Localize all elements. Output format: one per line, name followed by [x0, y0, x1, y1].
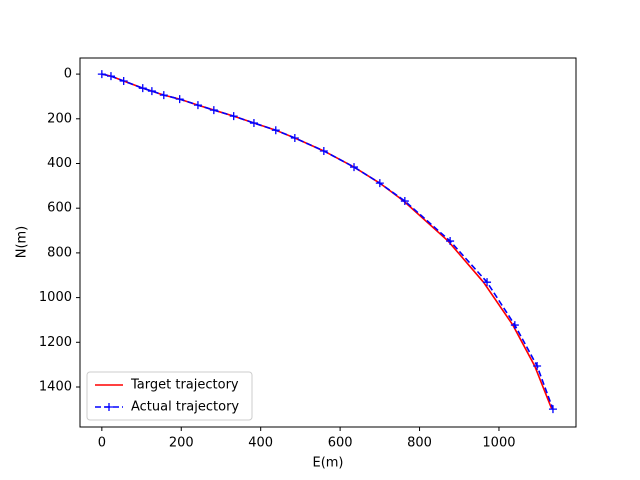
- point-marker: [510, 321, 519, 330]
- y-tick-label: 200: [47, 111, 72, 126]
- x-tick-label: 400: [248, 436, 273, 451]
- point-marker: [319, 146, 328, 155]
- point-marker: [97, 70, 106, 79]
- legend-marker: [105, 403, 113, 411]
- point-marker: [483, 278, 492, 287]
- x-tick-label: 1000: [482, 436, 515, 451]
- point-marker: [350, 163, 359, 172]
- point-marker: [138, 84, 147, 93]
- x-tick-label: 800: [407, 436, 432, 451]
- point-marker: [290, 134, 299, 143]
- y-tick-label: 0: [64, 67, 72, 82]
- point-marker: [271, 126, 280, 135]
- point-marker: [175, 95, 184, 104]
- legend-label: Target trajectory: [130, 378, 239, 393]
- y-axis-label: N(m): [15, 226, 30, 259]
- y-tick-label: 400: [47, 156, 72, 171]
- point-marker: [193, 101, 202, 110]
- point-marker: [249, 119, 258, 128]
- point-marker: [209, 106, 218, 115]
- point-marker: [106, 72, 115, 81]
- point-marker: [400, 197, 409, 206]
- point-marker: [119, 77, 128, 86]
- point-marker: [159, 91, 168, 100]
- series-line: [101, 73, 554, 410]
- x-tick-label: 600: [328, 436, 353, 451]
- legend-box: [86, 371, 253, 421]
- point-marker: [548, 405, 557, 414]
- point-marker: [375, 179, 384, 188]
- point-marker: [147, 87, 156, 96]
- legend-label: Actual trajectory: [131, 400, 239, 415]
- y-tick-label: 1200: [39, 335, 72, 350]
- x-axis-label: E(m): [312, 456, 343, 471]
- point-marker: [533, 361, 542, 370]
- x-tick-label: 200: [169, 436, 194, 451]
- point-marker: [446, 237, 455, 246]
- y-tick-label: 600: [47, 201, 72, 216]
- plot-frame: [79, 57, 577, 428]
- x-tick-label: 0: [98, 436, 106, 451]
- y-tick-label: 1400: [39, 379, 72, 394]
- y-tick-label: 800: [47, 245, 72, 260]
- point-marker: [229, 112, 238, 121]
- y-tick-label: 1000: [39, 290, 72, 305]
- series-line: [101, 73, 553, 410]
